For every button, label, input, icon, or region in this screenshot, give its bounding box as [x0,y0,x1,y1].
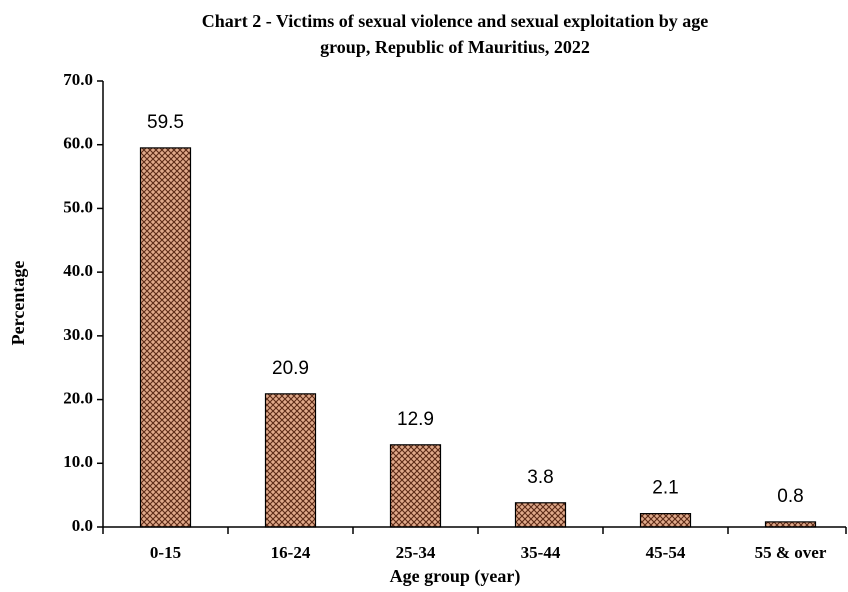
y-tick-label: 20.0 [63,388,93,407]
x-tick-label: 55 & over [755,543,827,562]
x-tick-label: 45-54 [646,543,686,562]
data-label: 2.1 [652,478,678,499]
y-tick-label: 40.0 [63,261,93,280]
y-axis-label: Percentage [8,261,28,346]
bar [139,147,192,528]
x-tick-label: 25-34 [396,543,436,562]
x-tick-label: 16-24 [271,543,311,562]
bar [264,393,317,528]
data-label: 59.5 [147,112,184,133]
x-axis-label: Age group (year) [390,566,521,587]
bar [764,521,817,528]
bar [389,444,442,528]
y-tick-label: 70.0 [63,70,93,89]
data-label: 12.9 [397,409,434,430]
data-label: 20.9 [272,358,309,379]
x-tick-label: 0-15 [150,543,181,562]
y-tick-label: 60.0 [63,134,93,153]
bar [639,513,692,528]
chart-subtitle: group, Republic of Mauritius, 2022 [320,37,590,57]
y-tick-label: 10.0 [63,452,93,471]
y-tick-label: 30.0 [63,325,93,344]
bar [514,502,567,528]
x-tick-label: 35-44 [521,543,561,562]
data-label: 3.8 [527,467,553,488]
chart-title: Chart 2 - Victims of sexual violence and… [202,11,709,31]
y-tick-label: 50.0 [63,197,93,216]
y-tick-label: 0.0 [72,516,93,535]
data-label: 0.8 [777,486,803,507]
